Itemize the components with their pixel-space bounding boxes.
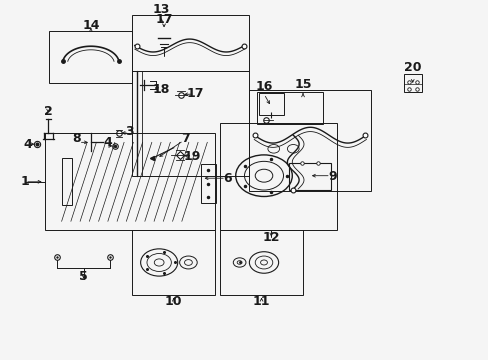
Bar: [49, 31, 132, 83]
Text: 9: 9: [327, 170, 336, 183]
Text: 8: 8: [72, 132, 81, 145]
Text: 4: 4: [103, 136, 112, 149]
Text: 15: 15: [294, 78, 311, 91]
Bar: [200, 164, 216, 203]
Text: 17: 17: [155, 13, 172, 26]
Text: 20: 20: [403, 60, 421, 73]
Text: 13: 13: [153, 3, 170, 16]
Bar: [289, 163, 330, 190]
Text: 17: 17: [186, 87, 204, 100]
Text: 2: 2: [43, 105, 52, 118]
Bar: [259, 93, 283, 116]
Bar: [132, 15, 249, 71]
Bar: [220, 230, 303, 295]
Bar: [220, 123, 336, 230]
Text: 12: 12: [262, 231, 280, 244]
Text: 1: 1: [20, 175, 29, 188]
Bar: [61, 158, 71, 206]
Text: 11: 11: [252, 296, 270, 309]
Bar: [44, 134, 215, 230]
Text: 5: 5: [79, 270, 88, 283]
Text: 4: 4: [23, 138, 32, 150]
Bar: [403, 74, 421, 92]
Text: 3: 3: [125, 125, 134, 138]
Text: 16: 16: [255, 80, 272, 93]
Bar: [132, 71, 249, 176]
Bar: [132, 230, 215, 295]
Text: 10: 10: [165, 296, 182, 309]
Bar: [249, 90, 370, 191]
Text: 19: 19: [183, 150, 201, 163]
Text: 6: 6: [223, 172, 231, 185]
Text: 18: 18: [153, 83, 170, 96]
Text: 7: 7: [181, 132, 190, 145]
Bar: [256, 92, 322, 125]
Text: 14: 14: [82, 19, 100, 32]
